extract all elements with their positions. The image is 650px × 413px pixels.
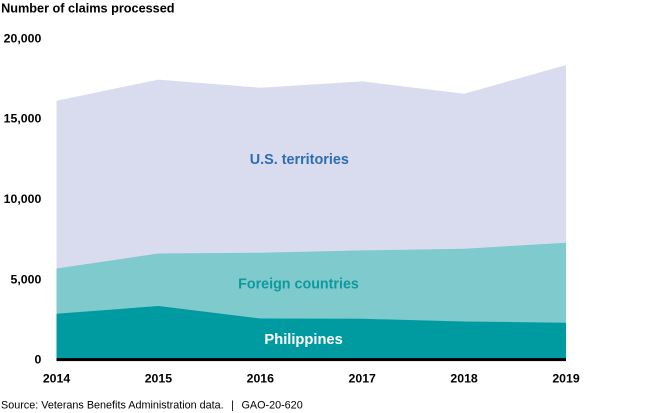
- svg-text:2015: 2015: [145, 371, 173, 385]
- svg-text:Source: Veterans Benefits Admi: Source: Veterans Benefits Administration…: [1, 400, 303, 412]
- svg-text:Number of claims processed: Number of claims processed: [1, 1, 174, 15]
- svg-text:2018: 2018: [450, 371, 478, 385]
- svg-text:15,000: 15,000: [4, 112, 42, 126]
- svg-text:2019: 2019: [552, 371, 580, 385]
- svg-text:5,000: 5,000: [11, 272, 42, 286]
- svg-text:Foreign countries: Foreign countries: [238, 276, 359, 292]
- svg-text:U.S. territories: U.S. territories: [250, 152, 349, 168]
- svg-text:0: 0: [34, 353, 41, 367]
- svg-text:Philippines: Philippines: [264, 332, 342, 348]
- svg-text:2014: 2014: [43, 371, 71, 385]
- svg-text:2017: 2017: [349, 371, 377, 385]
- svg-text:2016: 2016: [247, 371, 275, 385]
- svg-text:20,000: 20,000: [4, 31, 42, 45]
- svg-text:10,000: 10,000: [4, 192, 42, 206]
